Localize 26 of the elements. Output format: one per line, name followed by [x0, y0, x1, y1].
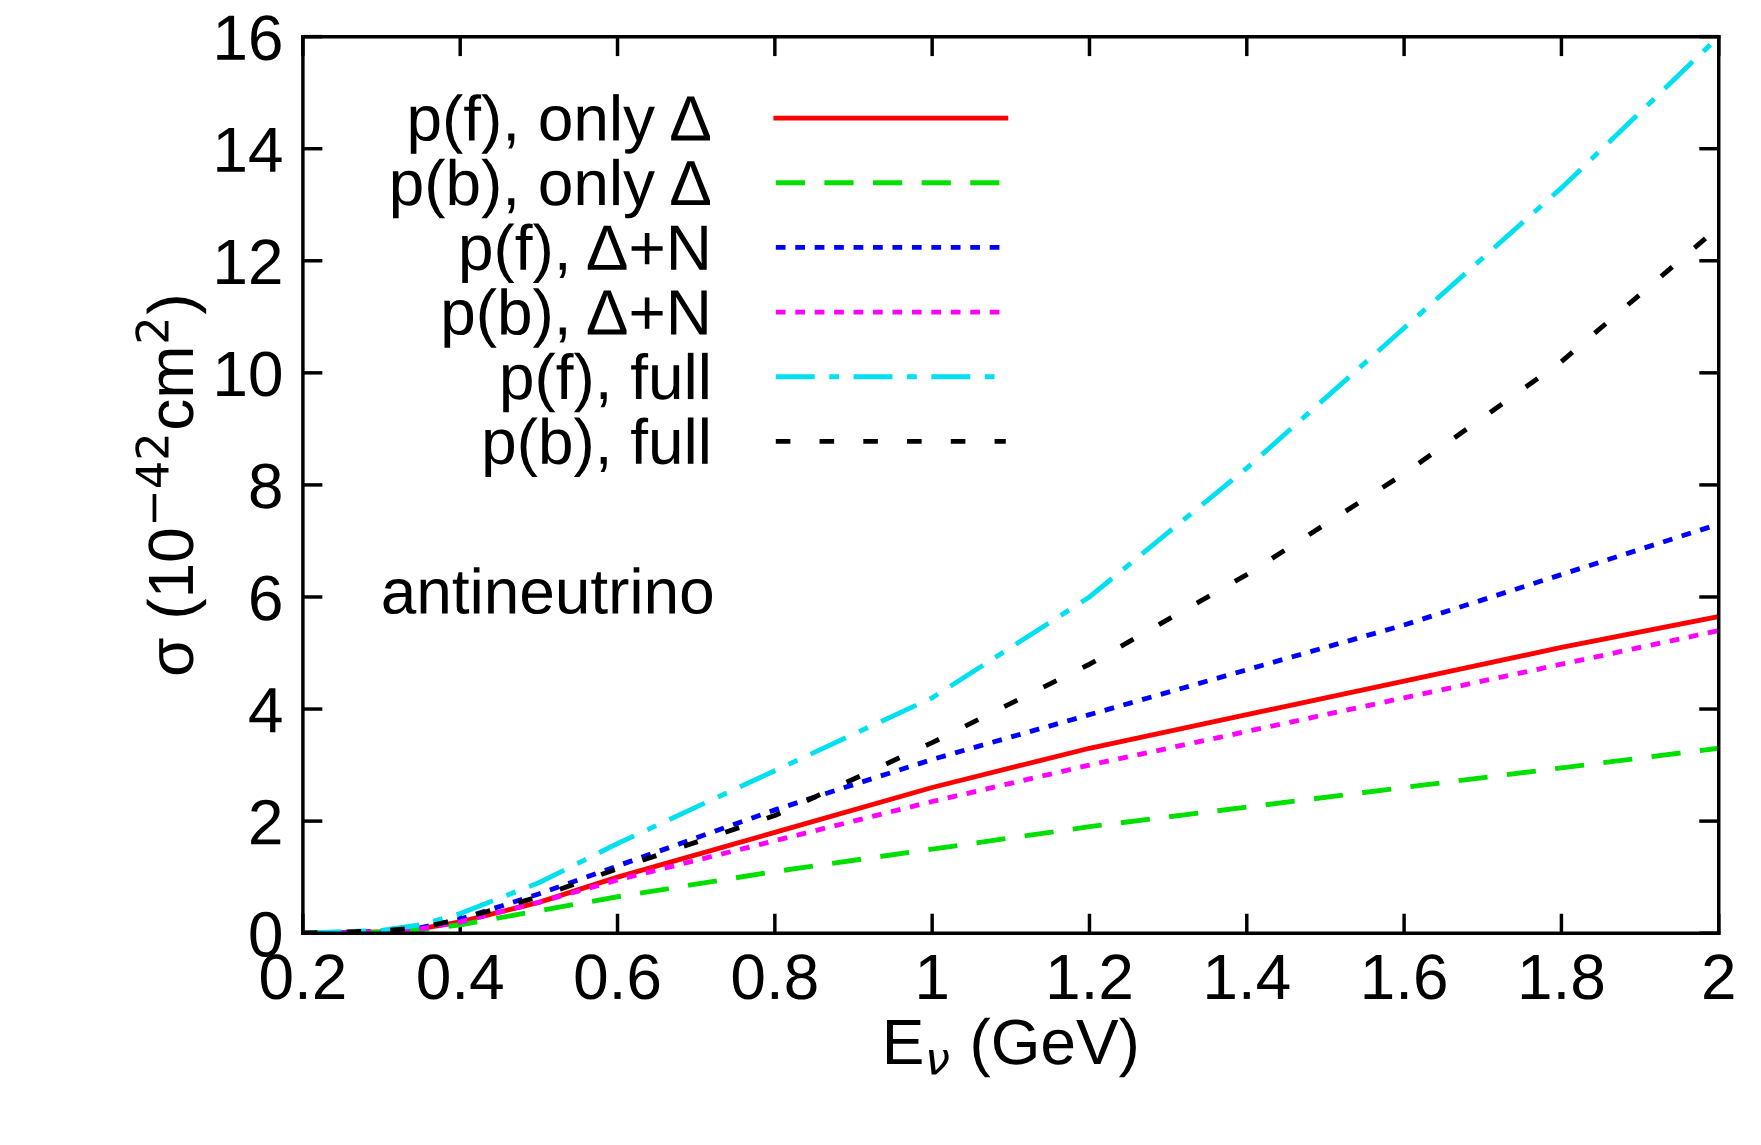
legend-label: p(b), full	[485, 417, 708, 478]
x-tick-label: 1.6	[1364, 954, 1446, 1000]
x-tick-label: 1	[919, 954, 947, 999]
x-tick-label: 0.4	[418, 954, 503, 1000]
y-tick-label: 10	[217, 351, 281, 397]
x-tick-label: 1.4	[1207, 954, 1290, 999]
x-axis-title: E$_{ν}$ (GeV)	[887, 1017, 1136, 1078]
y-tick-label: 12	[217, 239, 281, 284]
legend-label: p(f), full	[503, 352, 708, 413]
y-tick-label: 8	[250, 463, 281, 509]
x-tick-label: 1.8	[1521, 954, 1604, 1000]
y-tick-label: 2	[251, 799, 281, 845]
x-tick-label: 0.6	[575, 954, 660, 1000]
x-tick-label: 1.2	[1049, 954, 1131, 999]
legend-label: p(f), only Δ	[410, 94, 710, 154]
x-tick-label: 2	[1704, 954, 1734, 999]
legend-label: p(b), only Δ	[392, 158, 710, 219]
y-axis-title: σ (10$^{−42}$cm$^{2}$)	[135, 297, 207, 675]
y-tick-label: 4	[249, 688, 282, 733]
x-tick-label: 0.8	[732, 954, 817, 1000]
y-tick-label: 14	[217, 127, 282, 172]
y-tick-label: 6	[251, 575, 281, 621]
y-tick-label: 16	[217, 15, 281, 61]
annotation: antineutrino	[383, 567, 712, 615]
legend-label: p(b), Δ+N	[444, 288, 707, 348]
legend-label: p(f), Δ+N	[462, 223, 707, 284]
